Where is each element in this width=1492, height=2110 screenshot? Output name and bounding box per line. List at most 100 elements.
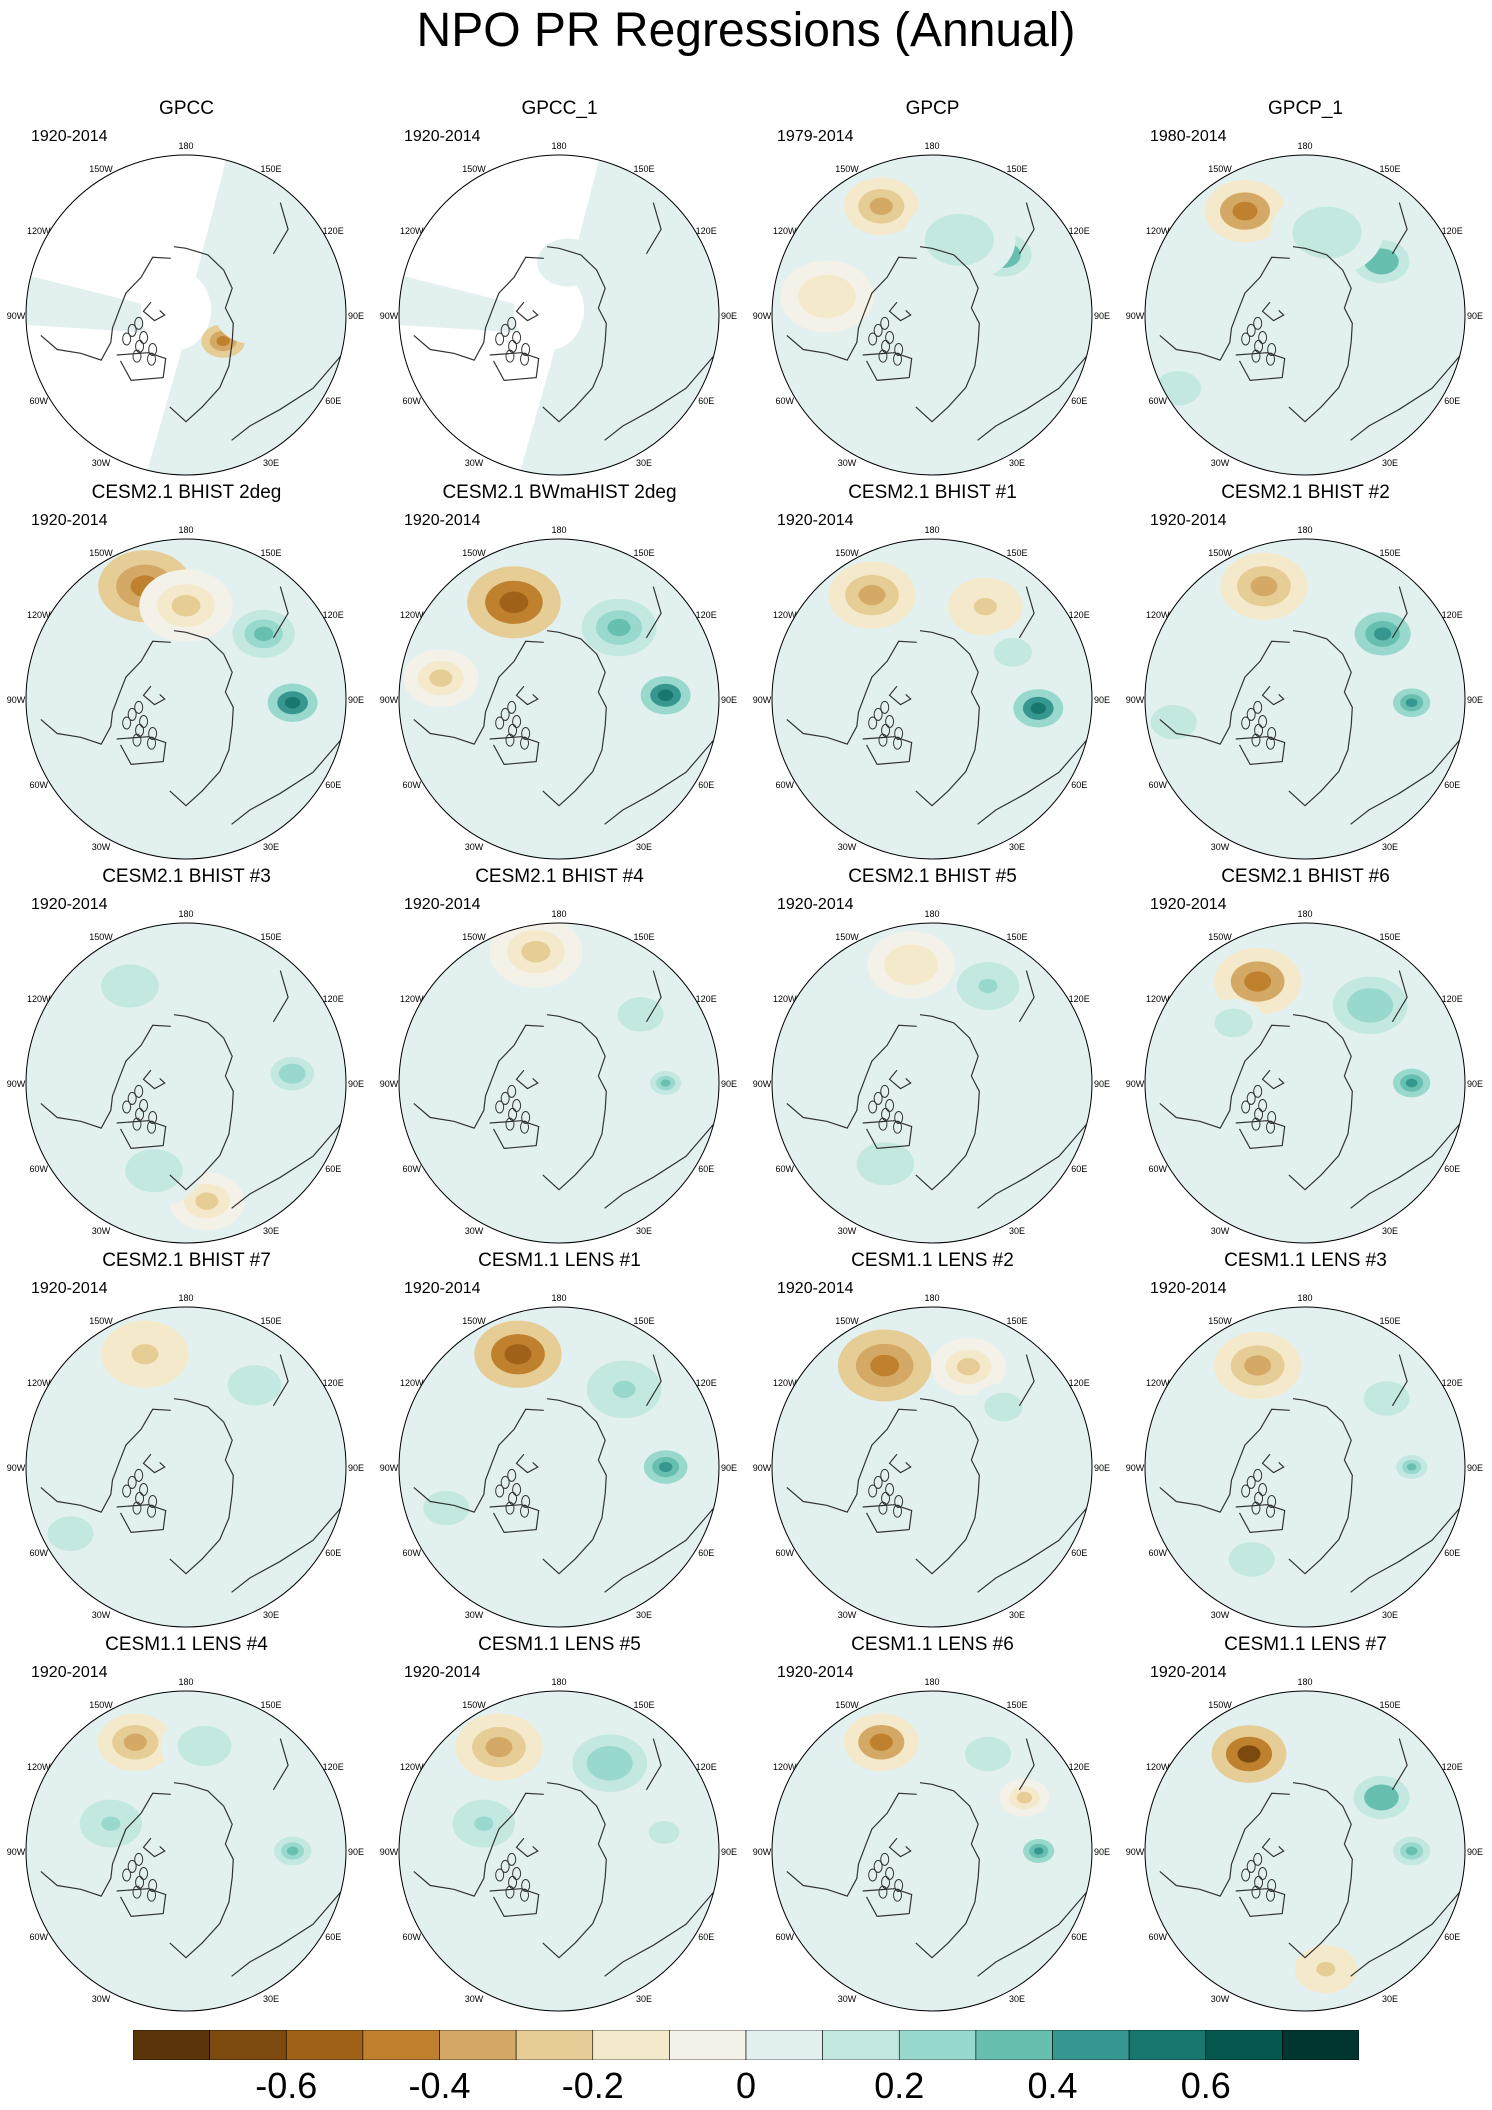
island-outline <box>868 332 878 346</box>
longitude-label: 90E <box>721 1847 737 1857</box>
coastline <box>515 685 539 706</box>
longitude-label: 120E <box>323 994 344 1004</box>
island-outline <box>127 1091 137 1105</box>
coastline <box>1018 970 1035 1023</box>
island-outline <box>868 1100 878 1114</box>
island-outline <box>878 1885 888 1899</box>
map-panel: CESM1.1 LENS #1 180 150E 120E 90E 60E 30E 0 30W 6… <box>373 1250 746 1634</box>
panel-period: 1920-2014 <box>404 1280 481 1297</box>
polar-map: 180 150E 120E 90E 60E 30E 0 30W 60W 90W 120W 150W <box>1126 525 1483 866</box>
island-outline <box>500 707 510 721</box>
longitude-label: 150W <box>835 1316 859 1326</box>
longitude-label: 60E <box>1071 1548 1087 1558</box>
coastline <box>40 1408 171 1513</box>
panel-title: CESM2.1 BWmaHIST 2deg <box>442 482 677 503</box>
coastline <box>604 1124 714 1209</box>
arctic-band <box>86 599 286 799</box>
coastline <box>1235 1504 1286 1534</box>
longitude-label: 180 <box>1297 909 1312 919</box>
longitude-label: 0 <box>183 1249 188 1250</box>
longitude-label: 90W <box>753 311 772 321</box>
longitude-label: 30E <box>1382 842 1398 852</box>
coastline <box>915 1782 980 1959</box>
island-outline <box>122 1868 132 1882</box>
panel-period: 1920-2014 <box>404 128 481 145</box>
longitude-label: 120E <box>1069 610 1090 620</box>
anomaly-core <box>115 975 145 997</box>
longitude-label: 150E <box>260 932 281 942</box>
panel-period: 1920-2014 <box>404 896 481 913</box>
coastline <box>1350 1508 1460 1593</box>
island-outline <box>507 1084 517 1098</box>
anomaly-core <box>812 285 842 308</box>
anomaly-core <box>1003 645 1023 660</box>
coastline <box>40 640 171 745</box>
map-panel: GPCC_1 180 150E 120E 90E 60E 30E 0 30W 60W 90W 120W… <box>373 98 746 482</box>
island-outline <box>507 316 517 330</box>
longitude-label: 60W <box>403 780 422 790</box>
island-outline <box>505 1501 515 1515</box>
longitude-label: 120E <box>1442 994 1463 1004</box>
anomaly-core <box>897 954 925 975</box>
anomaly-core <box>499 591 529 614</box>
map-border <box>771 1306 1093 1628</box>
panel-period: 1920-2014 <box>1150 1280 1227 1297</box>
panel-title: CESM1.1 LENS #6 <box>851 1634 1014 1655</box>
longitude-label: 30W <box>92 458 111 468</box>
longitude-label: 0 <box>183 2017 188 2018</box>
longitude-label: 30W <box>838 1610 857 1620</box>
island-outline <box>500 1475 510 1489</box>
island-outline <box>507 1852 517 1866</box>
longitude-label: 30E <box>263 1994 279 2004</box>
anomaly-core <box>1016 1791 1033 1804</box>
longitude-label: 150W <box>1208 932 1232 942</box>
island-outline <box>1267 343 1277 357</box>
colorbar-swatch <box>1282 2030 1359 2060</box>
island-outline <box>1246 1091 1256 1105</box>
longitude-label: 30W <box>1211 458 1230 468</box>
longitude-label: 150E <box>260 1700 281 1710</box>
map-border <box>398 922 720 1244</box>
map-border <box>1144 154 1466 476</box>
island-outline <box>894 727 904 741</box>
anomaly-core <box>612 1380 636 1399</box>
panel-period: 1980-2014 <box>1150 128 1227 145</box>
longitude-label: 120E <box>696 610 717 620</box>
longitude-label: 30W <box>1211 842 1230 852</box>
island-outline <box>500 323 510 337</box>
longitude-label: 30W <box>465 458 484 468</box>
coastline <box>1350 1892 1460 1977</box>
longitude-label: 120W <box>1146 226 1170 236</box>
anomaly-core <box>131 1344 159 1365</box>
map-panel: CESM1.1 LENS #3 180 150E 120E 90E 60E 30E 0 30W 6… <box>1119 1250 1492 1634</box>
longitude-label: 150E <box>1006 1316 1027 1326</box>
longitude-label: 90E <box>348 1079 364 1089</box>
map-border <box>771 538 1093 860</box>
map-border <box>1144 538 1466 860</box>
longitude-label: 60E <box>698 396 714 406</box>
island-outline <box>1266 1120 1276 1134</box>
longitude-label: 180 <box>1297 1677 1312 1687</box>
coastline <box>888 685 912 706</box>
coastline <box>1018 586 1035 639</box>
coastline <box>604 1892 714 1977</box>
anomaly-core <box>1223 1015 1244 1031</box>
longitude-label: 150W <box>89 1700 113 1710</box>
island-outline <box>127 1475 137 1489</box>
coastline <box>1018 1354 1035 1407</box>
longitude-label: 60E <box>325 1932 341 1942</box>
polar-map: 180 150E 120E 90E 60E 30E 0 30W 60W 90W 120W 150W <box>1126 909 1483 1250</box>
anomaly-core <box>1405 1078 1418 1088</box>
coastline <box>1391 586 1408 639</box>
island-outline <box>127 323 137 337</box>
longitude-label: 60W <box>30 396 49 406</box>
island-outline <box>878 1501 888 1515</box>
longitude-label: 120E <box>696 1762 717 1772</box>
coastline <box>604 1508 714 1593</box>
anomaly-core <box>1162 713 1186 731</box>
polar-map: 180 150E 120E 90E 60E 30E 0 30W 60W 90W 120W 150W <box>7 141 364 482</box>
longitude-label: 90E <box>1094 311 1110 321</box>
anomaly-core <box>1405 698 1418 708</box>
anomaly-core <box>1358 996 1382 1015</box>
coastline <box>1235 1120 1286 1150</box>
